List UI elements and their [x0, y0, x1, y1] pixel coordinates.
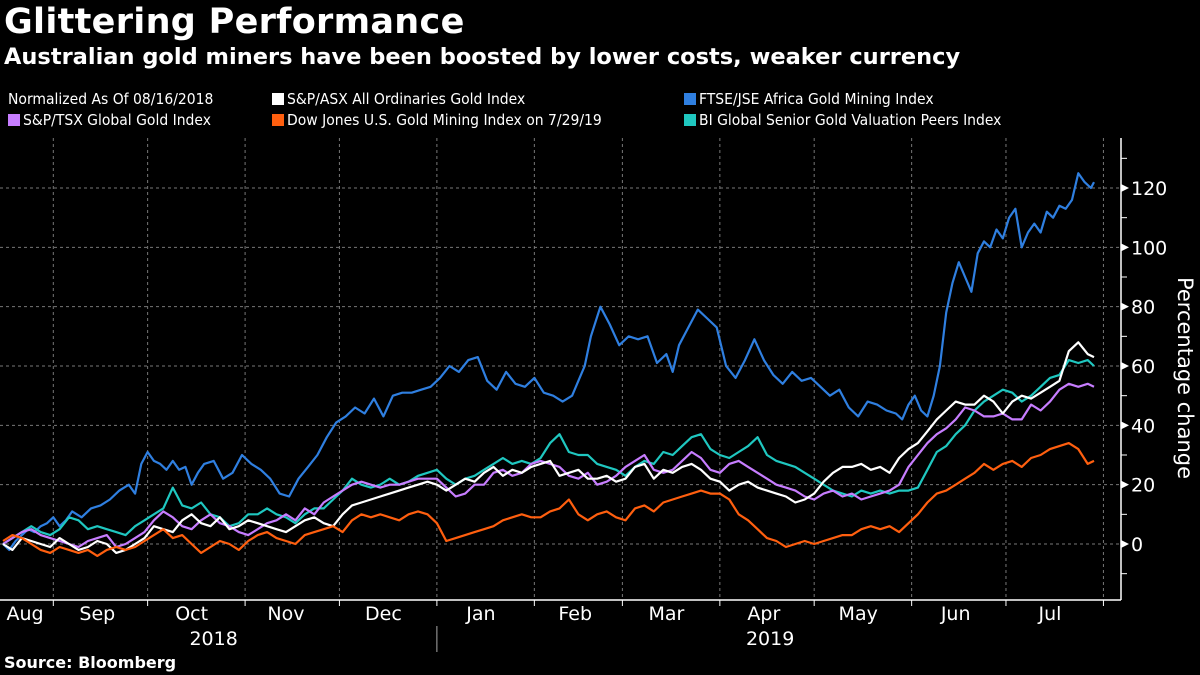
- legend-swatch-bi: [684, 114, 696, 126]
- x-tick-label: Apr: [747, 603, 780, 625]
- x-tick-label: Feb: [558, 603, 592, 625]
- series-line-s-p-asx-all-ordinaries-gold-index: [2, 341, 1095, 555]
- y-tick: [1121, 302, 1129, 311]
- y-tick-label: 120: [1131, 178, 1167, 200]
- legend-swatch-tsx: [8, 114, 20, 126]
- y-tick-label: 0: [1131, 534, 1143, 556]
- y-axis-label: Percentage change: [1173, 277, 1197, 479]
- series-line-bi-global-senior-gold-valuation-peers-index: [2, 359, 1095, 545]
- legend-swatch-asx: [272, 93, 284, 105]
- y-tick: [1121, 540, 1129, 548]
- chart-title: Glittering Performance: [4, 2, 465, 42]
- y-tick-label: 60: [1131, 356, 1155, 378]
- legend-item-tsx: S&P/TSX Global Gold Index: [8, 111, 211, 129]
- series-line-dow-jones-u-s-gold-mining-index: [2, 442, 1095, 558]
- source-note: Source: Bloomberg: [4, 653, 177, 672]
- y-tick: [1121, 243, 1129, 252]
- y-tick: [1121, 362, 1129, 370]
- y-tick: [1121, 480, 1129, 489]
- series-lines: [2, 172, 1095, 558]
- x-tick-label: Dec: [365, 603, 402, 625]
- legend-item-ftse: FTSE/JSE Africa Gold Mining Index: [684, 90, 934, 108]
- series-line-s-p-tsx-global-gold-index: [2, 382, 1095, 549]
- x-tick-label: Jan: [465, 603, 495, 625]
- axes: Aug Sep Oct Nov Dec Jan Feb Mar Apr May Jun Jul 2018…: [0, 138, 1167, 652]
- x-tick-label: Jul: [1038, 603, 1062, 625]
- legend-label-asx: S&P/ASX All Ordinaries Gold Index: [287, 90, 526, 108]
- x-year-label: 2018: [189, 628, 237, 650]
- chart-subtitle: Australian gold miners have been boosted…: [4, 44, 961, 70]
- y-tick-label: 20: [1131, 475, 1155, 497]
- x-year-label: 2019: [746, 628, 794, 650]
- y-tick-label: 100: [1131, 237, 1167, 259]
- legend-item-asx: S&P/ASX All Ordinaries Gold Index: [272, 90, 525, 108]
- gridlines: [0, 138, 1121, 600]
- x-tick-label: Jun: [940, 603, 971, 625]
- x-tick-label: Mar: [648, 603, 684, 625]
- legend-swatch-ftse: [684, 93, 696, 105]
- x-tick-label: Nov: [267, 603, 304, 625]
- legend-note-text: Normalized As Of 08/16/2018: [8, 90, 214, 108]
- legend-item-bi: BI Global Senior Gold Valuation Peers In…: [684, 111, 1001, 129]
- legend-note: Normalized As Of 08/16/2018: [8, 90, 213, 108]
- x-tick-label: Sep: [79, 603, 115, 625]
- x-tick-label: May: [839, 603, 878, 625]
- x-tick-label: Oct: [175, 603, 208, 625]
- legend-item-dowjones: Dow Jones U.S. Gold Mining Index on 7/29…: [272, 111, 602, 129]
- y-tick: [1121, 421, 1129, 430]
- legend-label-tsx: S&P/TSX Global Gold Index: [23, 111, 211, 129]
- y-tick: [1121, 184, 1129, 192]
- series-line-ftse-jse-africa-gold-mining-index: [2, 172, 1095, 552]
- legend-swatch-dowjones: [272, 114, 284, 126]
- legend-label-bi: BI Global Senior Gold Valuation Peers In…: [699, 111, 1002, 129]
- y-tick-label: 80: [1131, 297, 1155, 319]
- legend-label-ftse: FTSE/JSE Africa Gold Mining Index: [699, 90, 934, 108]
- x-tick-label: Aug: [6, 603, 43, 625]
- legend-label-dowjones: Dow Jones U.S. Gold Mining Index on 7/29…: [287, 111, 602, 129]
- y-tick-label: 40: [1131, 415, 1155, 437]
